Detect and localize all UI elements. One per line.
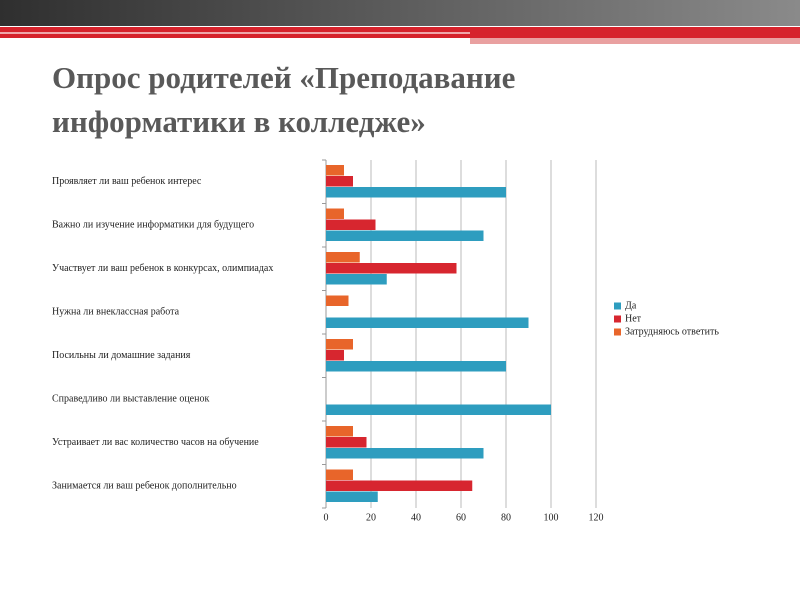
bar <box>326 448 484 459</box>
legend-swatch <box>614 328 621 336</box>
bar <box>326 437 367 448</box>
bar <box>326 252 360 263</box>
bar <box>326 426 353 437</box>
slide-title: Опрос родителей «Преподавание информатик… <box>52 60 516 139</box>
x-tick-label: 40 <box>411 512 421 523</box>
header-line <box>0 32 470 34</box>
bar <box>326 317 529 328</box>
x-tick-label: 120 <box>589 512 604 523</box>
bar <box>326 350 344 361</box>
bar <box>326 469 353 480</box>
x-tick-label: 60 <box>456 512 466 523</box>
bar <box>326 219 376 230</box>
bar <box>326 208 344 219</box>
legend-label: Нет <box>625 313 642 324</box>
bar <box>326 274 387 285</box>
y-tick-label: Участвует ли ваш ребенок в конкурсах, ол… <box>52 263 273 274</box>
x-tick-label: 0 <box>324 512 329 523</box>
x-tick-label: 80 <box>501 512 511 523</box>
y-tick-label: Нужна ли внеклассная работа <box>52 307 180 318</box>
y-tick-label: Устраивает ли вас количество часов на об… <box>52 437 259 448</box>
legend-label: Да <box>625 300 637 311</box>
x-tick-label: 100 <box>544 512 559 523</box>
header-band <box>0 0 800 26</box>
bar <box>326 361 506 372</box>
legend-swatch <box>614 302 621 310</box>
bar <box>326 491 378 502</box>
y-tick-label: Справедливо ли выставление оценок <box>52 394 209 405</box>
bar <box>326 480 473 491</box>
bar <box>326 339 353 350</box>
bar <box>326 165 344 176</box>
bar <box>326 176 353 187</box>
legend-swatch <box>614 315 621 323</box>
y-tick-label: Важно ли изучение информатики для будуще… <box>52 220 254 231</box>
bar <box>326 230 484 241</box>
bar <box>326 263 457 274</box>
bar <box>326 295 349 306</box>
header-stripe <box>470 38 800 44</box>
bar <box>326 404 551 415</box>
y-tick-label: Занимается ли ваш ребенок дополнительно <box>52 481 237 492</box>
y-tick-label: Посильны ли домашние задания <box>52 350 191 361</box>
x-tick-label: 20 <box>366 512 376 523</box>
legend-label: Затрудняюсь ответить <box>625 326 719 337</box>
y-tick-label: Проявляет ли ваш ребенок интерес <box>52 176 202 187</box>
bar <box>326 187 506 198</box>
